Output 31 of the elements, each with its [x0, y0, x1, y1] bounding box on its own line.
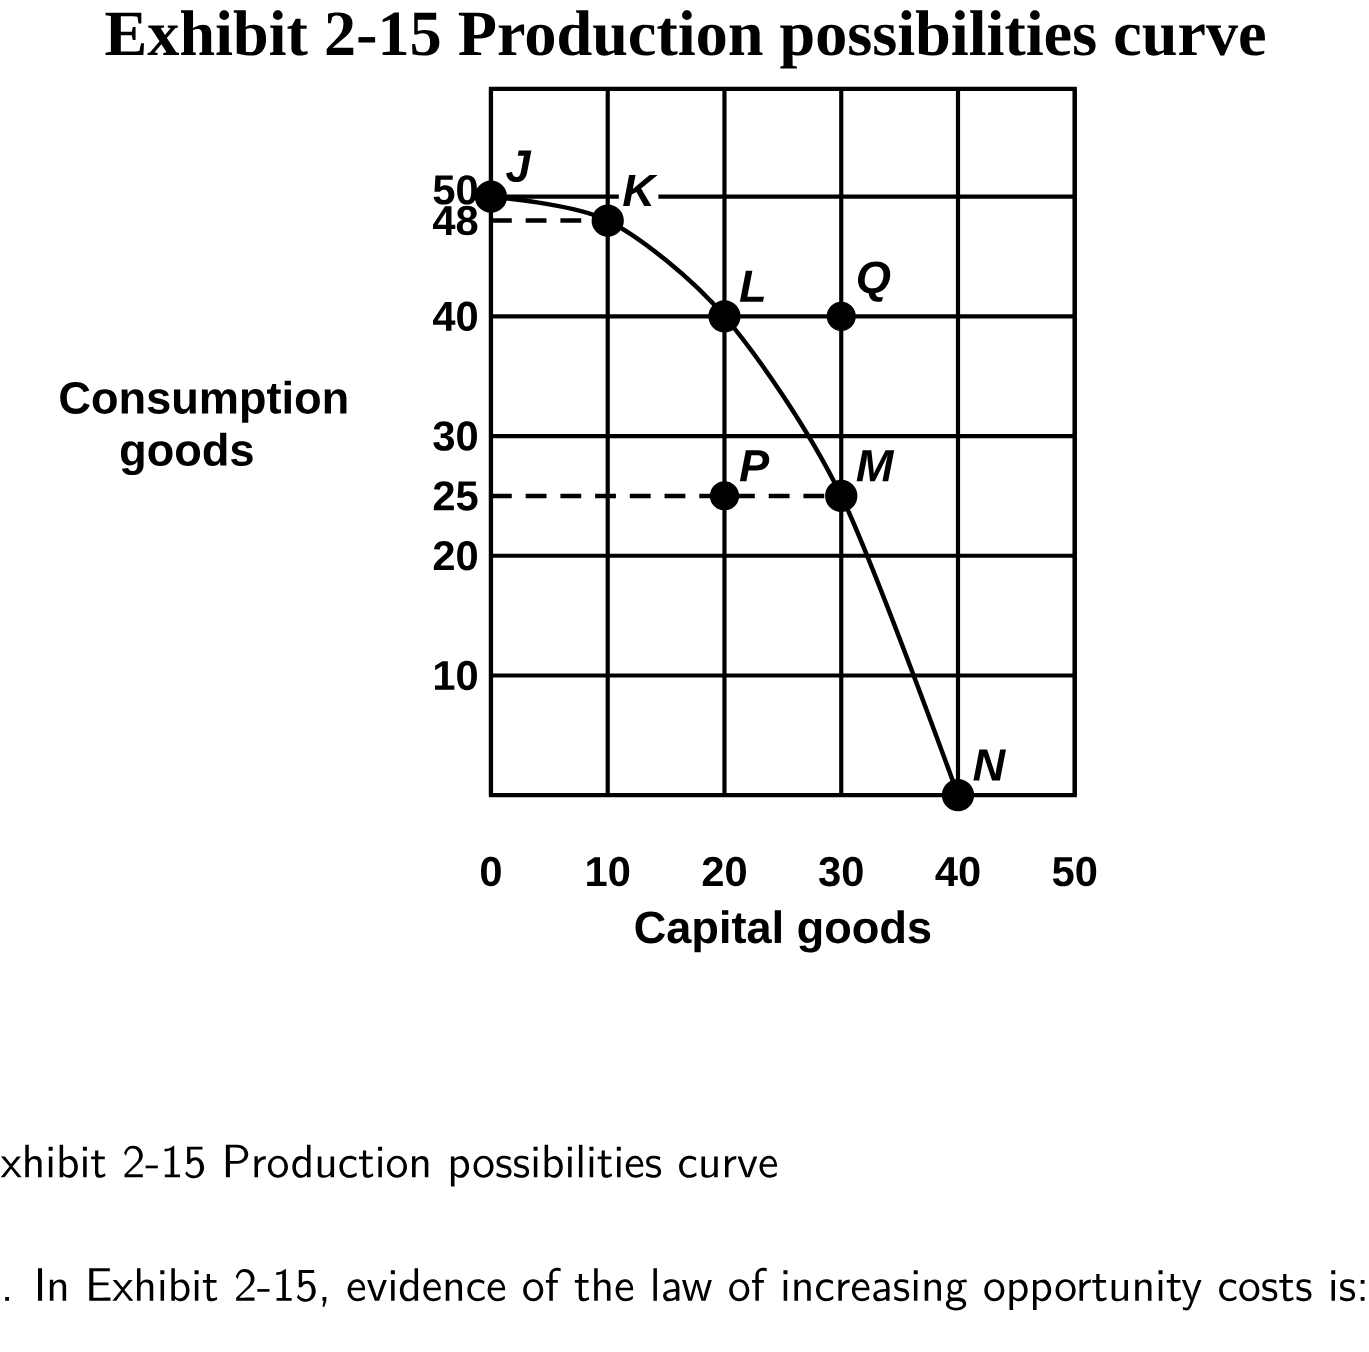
- y-tick-label: 30: [433, 421, 477, 451]
- x-tick-label: 0: [481, 856, 501, 887]
- point: [941, 778, 975, 812]
- point: [826, 301, 856, 331]
- y-tick-label: 50: [433, 175, 477, 205]
- point: [825, 479, 858, 512]
- chart-title: Exhibit 2-15 Production possibilities curve: [105, 10, 1265, 69]
- annotation: K: [623, 174, 658, 206]
- annotation: L: [739, 270, 764, 302]
- annotation: M: [856, 450, 895, 482]
- annotation: P: [739, 450, 770, 482]
- x-axis-title: Capital goods: [635, 910, 931, 953]
- y-tick-label: 40: [433, 301, 477, 331]
- point: [708, 300, 741, 333]
- text: . In Exhibit 2-15, evidence of the law of increasing opportunity costs is:: [5, 1267, 1365, 1311]
- x-tick-label: 40: [935, 856, 980, 887]
- y-axis-title: Consumption goods: [60, 380, 347, 475]
- y-tick-label: 25: [433, 481, 478, 511]
- x-tick-label: 20: [702, 856, 746, 887]
- text: xhibit 2-15 Production possibilities curve: [0, 1144, 778, 1187]
- y-tick-label: 48: [433, 205, 478, 236]
- point: [591, 204, 624, 237]
- x-tick-label: 30: [819, 856, 863, 887]
- annotation: Q: [858, 261, 891, 302]
- point: [709, 481, 740, 511]
- x-tick-label: 50: [1052, 856, 1097, 887]
- annotation: N: [973, 749, 1006, 781]
- y-tick-label: 20: [433, 540, 477, 571]
- x-tick-label: 10: [587, 856, 630, 887]
- annotation: J: [506, 150, 532, 182]
- y-tick-label: 10: [434, 660, 477, 691]
